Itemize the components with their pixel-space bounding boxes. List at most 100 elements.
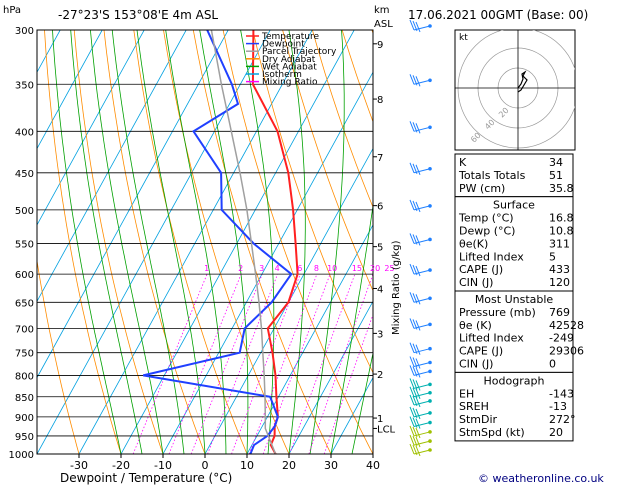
wind-barb-dot xyxy=(428,237,432,242)
hodograph-trace xyxy=(517,70,528,93)
indices-table: K 34 Totals Totals 51 PW (cm) 35.8 SurfaceTemp… xyxy=(454,153,584,442)
table-row-value: 35.8 xyxy=(549,182,574,195)
wind-barb-feather xyxy=(412,357,418,368)
parcel-trajectory-line xyxy=(210,30,277,454)
pressure-tick-label: 350 xyxy=(15,80,34,91)
legend-entry: Isotherm xyxy=(262,70,302,80)
wind-barb-dot xyxy=(428,360,432,365)
table-section-title: Most Unstable xyxy=(475,293,554,306)
table-row-value: 0 xyxy=(549,358,556,371)
wind-barb-feather xyxy=(409,416,415,427)
isotherm-line xyxy=(37,30,103,150)
wind-barb-feather xyxy=(409,386,415,397)
temperature-tick-label: 30 xyxy=(324,459,338,472)
wind-barb-dot xyxy=(428,346,432,351)
temperature-axis: -30 -20 -10 0 10 20 30 40 xyxy=(70,454,380,472)
mixing-ratio-axis-label: Mixing Ratio (g/kg) xyxy=(391,240,402,335)
wind-barb-feather xyxy=(409,406,415,418)
wind-barb-dot xyxy=(428,24,432,28)
wind-barb-feather xyxy=(415,164,421,175)
isotherm-line xyxy=(37,30,229,379)
temperature-tick-label: -30 xyxy=(70,459,88,472)
mixing-ratio-label: 1 xyxy=(204,264,209,273)
isotherm-line xyxy=(330,376,373,454)
pressure-tick-label: 750 xyxy=(15,349,34,360)
pressure-tick-label: 900 xyxy=(15,413,34,424)
temperature-tick-label: -10 xyxy=(154,459,172,472)
table-row-label: PW (cm) xyxy=(459,182,505,195)
wind-barb-feather xyxy=(409,342,415,353)
table-row-label: Pressure (mb) xyxy=(459,306,536,319)
wind-barb-feather xyxy=(409,199,415,211)
wind-barb-feather xyxy=(409,443,415,455)
table-row-value: 51 xyxy=(549,169,563,182)
wind-barb-dot xyxy=(428,322,432,327)
table-row-label: CAPE (J) xyxy=(459,263,503,276)
table-row-label: K xyxy=(459,156,467,169)
wind-barb-feather xyxy=(415,427,421,439)
wind-barb-feather xyxy=(409,318,415,329)
table-row-label: Totals Totals xyxy=(458,169,526,182)
table-row-value: -249 xyxy=(549,332,574,345)
wind-barb-feather xyxy=(415,344,421,355)
temperature-tick-label: 0 xyxy=(202,459,209,472)
pressure-tick-label: 700 xyxy=(15,324,34,335)
temperature-tick-label: -20 xyxy=(112,459,130,472)
table-row-value: 29306 xyxy=(549,345,584,358)
isotherm-line xyxy=(288,300,373,454)
height-tick-label: LCL xyxy=(377,424,396,435)
wind-barbs xyxy=(409,19,432,457)
table-row-label: θe(K) xyxy=(459,237,488,250)
table-row-value: 311 xyxy=(549,237,570,250)
dewpoint-line xyxy=(142,30,293,454)
mixing-ratio-label: 4 xyxy=(275,264,280,273)
wind-barb-feather xyxy=(412,417,418,428)
table-row-label: Temp (°C) xyxy=(458,212,514,225)
table-section xyxy=(454,290,574,373)
hodograph-unit: kt xyxy=(459,33,468,43)
height-tick-label: 2 xyxy=(377,370,383,381)
pressure-tick-label: 600 xyxy=(15,270,34,281)
pressure-tick-label: 850 xyxy=(15,393,34,404)
dry-adiabat-line xyxy=(282,30,373,292)
wind-barb-dot xyxy=(428,420,432,425)
mixing-ratio-label: 2 xyxy=(238,264,243,273)
wind-barb-feather xyxy=(415,396,421,408)
plot-area xyxy=(37,30,373,454)
table-row-value: 272° xyxy=(549,413,576,426)
isotherm-line xyxy=(246,224,373,454)
wind-barb-dot xyxy=(428,448,432,452)
wind-barb-feather xyxy=(409,425,415,437)
wind-barb-feather xyxy=(412,379,418,390)
mixing-ratio-label: 6 xyxy=(297,264,302,273)
height-tick-label: 3 xyxy=(377,329,383,340)
wind-barb-dot xyxy=(428,268,432,272)
wind-barb-feather xyxy=(415,436,421,448)
legend-entry: Dewpoint xyxy=(262,40,305,50)
table-row-value: 16.8 xyxy=(549,212,574,225)
wind-barb-dot xyxy=(428,78,432,83)
legend-entry: Parcel Trajectory xyxy=(262,47,337,57)
wind-barb-feather xyxy=(409,233,415,244)
wind-barb-feather xyxy=(412,163,418,174)
isotherm-line xyxy=(204,147,373,454)
table-row-value: 120 xyxy=(549,276,570,289)
wind-barb-feather xyxy=(412,387,418,398)
table-row-value: 10.8 xyxy=(549,225,574,238)
wind-barb-feather xyxy=(412,435,418,447)
wind-barb-dot xyxy=(428,382,432,387)
wind-barb-feather xyxy=(412,319,418,330)
mixing-ratio-line xyxy=(323,313,373,454)
wind-barb-feather xyxy=(415,388,421,399)
mixing-ratio-label: 25 xyxy=(384,264,394,273)
asl-unit: ASL xyxy=(374,19,393,30)
dry-adiabat-line xyxy=(312,30,373,209)
wind-barb-feather xyxy=(412,264,418,276)
wind-barb-feather xyxy=(415,294,421,305)
dry-adiabat-line xyxy=(580,30,629,454)
wind-barb-feather xyxy=(412,444,418,456)
mixing-ratio-label: 8 xyxy=(314,264,319,273)
pressure-tick-label: 500 xyxy=(15,206,34,217)
wind-barb-dot xyxy=(428,399,432,403)
